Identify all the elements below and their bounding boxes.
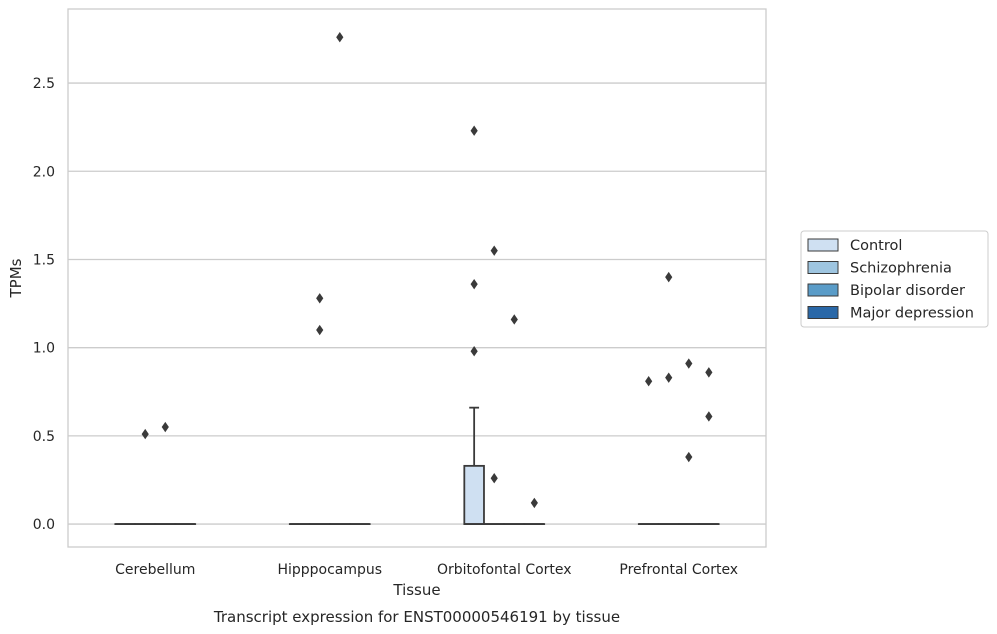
outlier-point — [141, 428, 149, 440]
legend-swatch — [807, 261, 839, 274]
legend-label: Control — [850, 238, 902, 254]
outlier-point — [161, 421, 169, 433]
box — [463, 464, 485, 525]
outlier-point — [665, 372, 673, 383]
x-tick-label: Cerebellum — [115, 562, 195, 578]
outlier-point — [336, 32, 344, 43]
legend-label: Major depression — [850, 306, 974, 322]
legend-swatch — [807, 306, 839, 319]
y-axis-label: TPMs — [7, 258, 25, 298]
legend-swatch — [807, 283, 839, 297]
plot-area — [114, 32, 720, 525]
outlier-point — [316, 293, 324, 304]
outlier-point — [685, 358, 693, 369]
legend-label: Schizophrenia — [850, 261, 952, 277]
y-tick-label: 1.0 — [33, 341, 55, 357]
outlier-point — [490, 473, 498, 484]
y-tick-label: 1.5 — [33, 252, 55, 268]
outlier-point — [316, 324, 324, 336]
x-tick-label: Orbitofontal Cortex — [437, 562, 572, 578]
outlier-point — [705, 411, 713, 422]
outlier-point — [490, 245, 498, 256]
plot-frame — [67, 8, 767, 548]
outlier-point — [645, 375, 653, 387]
outlier-point — [530, 497, 538, 509]
y-tick-label: 2.5 — [33, 76, 55, 92]
x-tick-labels: Cerebellum Hipppocampus Orbitofontal Corte… — [115, 562, 738, 578]
y-tick-label: 0.5 — [33, 429, 55, 445]
y-tick-label: 2.0 — [33, 164, 55, 180]
outlier-point — [470, 278, 478, 290]
outlier-point — [665, 271, 673, 283]
outlier-point — [470, 125, 478, 136]
y-tick-label: 0.0 — [33, 517, 55, 533]
outlier-point — [705, 367, 713, 378]
outlier-point — [470, 346, 478, 357]
outlier-point — [685, 451, 693, 463]
legend-label: Bipolar disorder — [850, 283, 965, 299]
y-tick-labels: 0.0 0.5 1.0 1.5 2.0 2.5 — [33, 76, 55, 533]
x-tick-label: Prefrontal Cortex — [619, 562, 738, 578]
legend-frame — [800, 230, 989, 328]
outlier-point — [510, 314, 518, 325]
legend: Control Schizophrenia Bipolar disorder Majo… — [800, 230, 989, 328]
x-tick-label: Hipppocampus — [277, 562, 382, 578]
chart-title: Transcript expression for ENST0000054619… — [213, 608, 620, 626]
legend-swatch — [807, 238, 839, 252]
x-axis-label: Tissue — [392, 581, 440, 599]
